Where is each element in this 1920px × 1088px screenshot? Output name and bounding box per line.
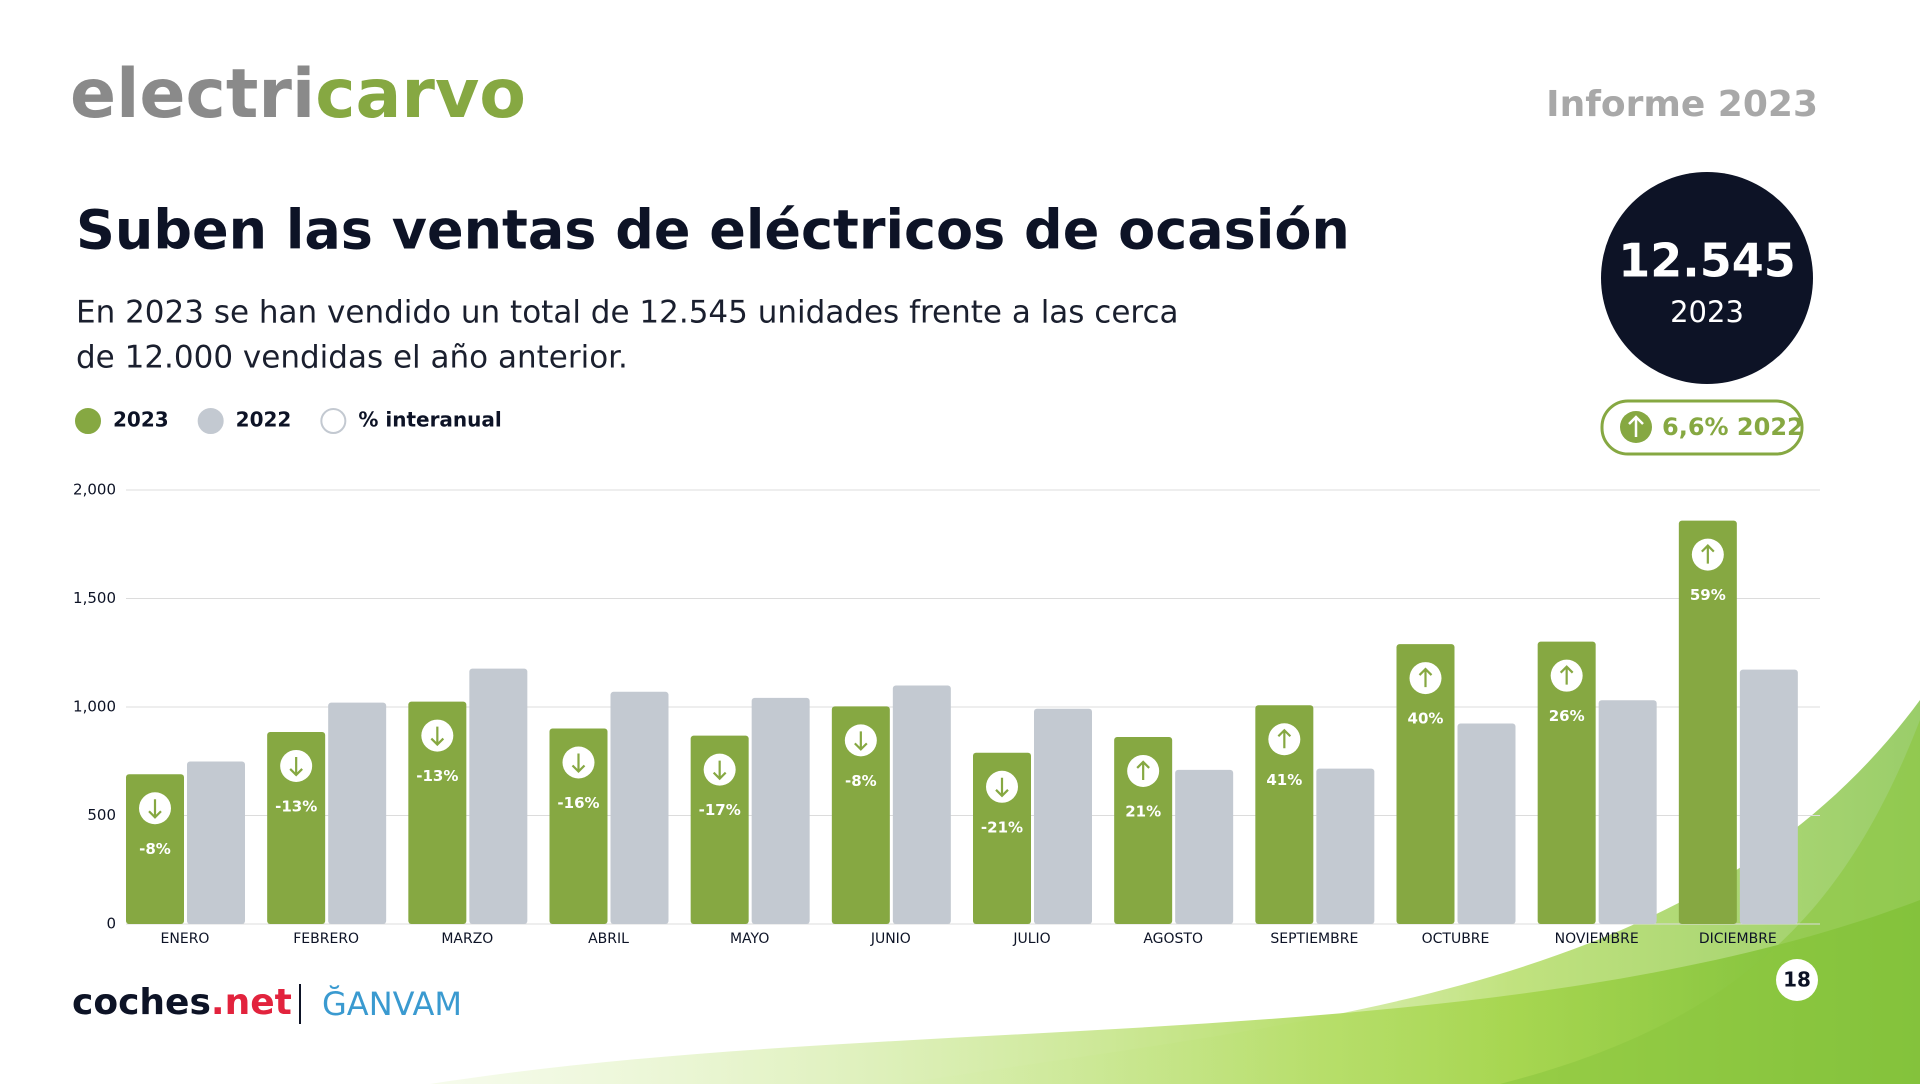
change-arrow xyxy=(1136,760,1150,780)
chart-title: Suben las ventas de eléctricos de ocasió… xyxy=(76,199,1350,262)
badge xyxy=(1600,399,1804,456)
legend-label: 2022 xyxy=(236,408,292,432)
change-arrow xyxy=(712,760,727,781)
total-value: 12.545 xyxy=(1618,234,1796,288)
data-label: -8% xyxy=(845,772,877,790)
legend-swatch xyxy=(75,408,101,434)
change-arrow xyxy=(854,731,868,751)
change-arrow xyxy=(1418,667,1433,688)
chart: 0 500 1,000 1,500 2,000 -8% ENERO -13% FEBRERO -1… xyxy=(73,481,1820,947)
bar xyxy=(328,702,387,924)
change-arrow xyxy=(1277,728,1292,749)
x-tick-label: AGOSTO xyxy=(1143,931,1203,947)
bar xyxy=(469,668,528,924)
data-label: -17% xyxy=(699,801,741,819)
change-arrow xyxy=(289,756,303,777)
bar xyxy=(1255,705,1314,924)
bar xyxy=(1034,708,1092,924)
x-tick-label: OCTUBRE xyxy=(1422,931,1490,947)
logo: electricarvo xyxy=(70,55,526,134)
bar xyxy=(408,701,467,924)
bar xyxy=(187,761,245,924)
data-label: 26% xyxy=(1549,707,1585,725)
legend-label: 2023 xyxy=(113,408,169,432)
data-label: -13% xyxy=(416,767,458,785)
change-arrow xyxy=(148,799,162,819)
data-label: 21% xyxy=(1125,802,1161,820)
x-tick-label: JULIO xyxy=(1012,931,1050,947)
total-year: 2023 xyxy=(1670,295,1744,329)
report-label: Informe 2023 xyxy=(1546,84,1818,125)
y-tick-label: 1,000 xyxy=(73,698,116,716)
change-arrow xyxy=(571,753,586,774)
bar xyxy=(1114,736,1173,924)
bar xyxy=(1396,644,1455,924)
legend: 2023 2022 % interanual xyxy=(75,408,502,434)
badge-text: 6,6% 2022 xyxy=(1662,413,1804,441)
bar xyxy=(1175,769,1234,924)
footer-brand-part: coches xyxy=(72,982,211,1023)
y-tick-label: 2,000 xyxy=(73,481,116,499)
data-label: -16% xyxy=(557,794,599,812)
logo-part: electri xyxy=(70,55,315,134)
bar xyxy=(1598,700,1657,924)
y-tick-label: 1,500 xyxy=(73,589,116,607)
x-tick-label: MAYO xyxy=(730,931,769,947)
change-arrow xyxy=(1559,665,1574,685)
logo-part: carvo xyxy=(315,55,526,134)
y-tick-label: 0 xyxy=(106,915,116,933)
legend-swatch xyxy=(320,408,347,434)
bar xyxy=(1678,520,1737,924)
footer-brand-part: .net xyxy=(211,982,292,1023)
bar xyxy=(1537,641,1596,924)
bar xyxy=(751,697,810,924)
y-tick-label: 500 xyxy=(87,806,116,824)
legend-swatch xyxy=(197,408,224,434)
bar xyxy=(610,691,669,924)
data-label: -8% xyxy=(139,840,171,858)
bar xyxy=(549,728,608,924)
x-tick-label: MARZO xyxy=(441,931,493,947)
legend-label: % interanual xyxy=(358,408,501,432)
subtitle: de 12.000 vendidas el año anterior. xyxy=(76,340,628,376)
footer-partner: ĞANVAM xyxy=(322,984,462,1023)
x-tick-label: ABRIL xyxy=(588,931,629,947)
bar xyxy=(892,685,951,924)
bar xyxy=(1739,669,1798,924)
x-tick-label: ENERO xyxy=(161,931,210,947)
data-label: -21% xyxy=(981,818,1023,836)
bar xyxy=(973,752,1031,924)
data-label: 41% xyxy=(1266,771,1302,789)
background-wave xyxy=(430,700,1920,1084)
page-number: 18 xyxy=(1783,968,1811,992)
x-tick-label: JUNIO xyxy=(870,931,911,947)
bar xyxy=(267,731,326,924)
x-tick-label: SEPTIEMBRE xyxy=(1270,931,1358,947)
data-label: 40% xyxy=(1408,710,1444,728)
x-tick-label: FEBRERO xyxy=(293,931,359,947)
bar xyxy=(831,706,890,924)
subtitle: En 2023 se han vendido un total de 12.54… xyxy=(76,295,1179,331)
data-label: 59% xyxy=(1690,586,1726,604)
total-circle xyxy=(1601,172,1813,384)
x-tick-label: NOVIEMBRE xyxy=(1555,931,1639,947)
footer-brand: coches.net xyxy=(72,982,292,1023)
bar xyxy=(1316,768,1375,924)
page-number-circle xyxy=(1776,959,1818,1001)
x-tick-label: DICIEMBRE xyxy=(1699,931,1777,947)
bar xyxy=(1457,723,1516,924)
badge-arrow xyxy=(1628,415,1644,437)
bar xyxy=(690,735,749,924)
change-arrow xyxy=(430,726,445,747)
change-arrow xyxy=(1701,544,1715,564)
change-arrow xyxy=(995,777,1009,798)
data-label: -13% xyxy=(275,797,317,815)
